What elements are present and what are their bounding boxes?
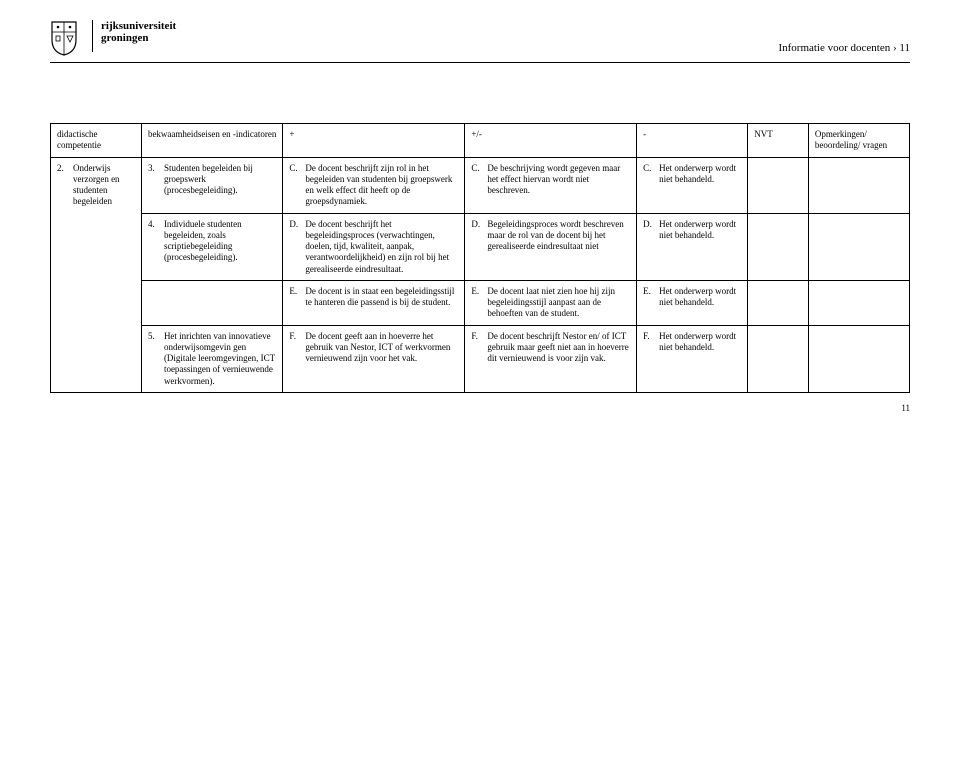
col-header-indicators: bekwaamheidseisen en -indicatoren [141, 124, 282, 158]
rubric-table: didactische competentie bekwaamheidseise… [50, 123, 910, 393]
minus-cell: E. Het onderwerp wordt niet behandeld. [637, 280, 748, 325]
header-page-info: Informatie voor docenten › 11 [778, 42, 910, 56]
nvt-cell [748, 213, 809, 280]
nvt-cell [748, 157, 809, 213]
minus-cell: C. Het onderwerp wordt niet behandeld. [637, 157, 748, 213]
competence-cell: 2. Onderwijs verzorgen en studenten bege… [51, 157, 142, 392]
plus-marker: D. [289, 219, 301, 275]
indicator-text: Individuele studenten begeleiden, zoals … [164, 219, 276, 264]
minus-cell: D. Het onderwerp wordt niet behandeld. [637, 213, 748, 280]
pm-text: De docent beschrijft Nestor en/ of ICT g… [487, 331, 630, 365]
table-row: 4. Individuele studenten begeleiden, zoa… [51, 213, 910, 280]
col-header-plus: + [283, 124, 465, 158]
nvt-cell [748, 280, 809, 325]
pm-marker: E. [471, 286, 483, 320]
plus-marker: F. [289, 331, 301, 365]
min-text: Het onderwerp wordt niet behandeld. [659, 219, 741, 242]
indicator-text: Het inrichten van innovatieve onderwijso… [164, 331, 276, 387]
logo-divider [92, 20, 93, 52]
col-header-plusminus: +/- [465, 124, 637, 158]
table-row: 2. Onderwijs verzorgen en studenten bege… [51, 157, 910, 213]
col-header-remarks: Opmerkingen/ beoordeling/ vragen [808, 124, 909, 158]
page-header: rijksuniversiteit groningen Informatie v… [50, 20, 910, 63]
min-marker: C. [643, 163, 655, 186]
uni-name-line2: groningen [101, 32, 176, 44]
min-text: Het onderwerp wordt niet behandeld. [659, 331, 741, 354]
indicator-number: 4. [148, 219, 160, 264]
plus-cell: F. De docent geeft aan in hoeverre het g… [283, 325, 465, 392]
university-name: rijksuniversiteit groningen [101, 20, 176, 44]
plusminus-cell: C. De beschrijving wordt gegeven maar he… [465, 157, 637, 213]
remarks-cell [808, 325, 909, 392]
plusminus-cell: D. Begeleidingsproces wordt beschreven m… [465, 213, 637, 280]
indicator-number: 5. [148, 331, 160, 387]
col-header-nvt: NVT [748, 124, 809, 158]
min-text: Het onderwerp wordt niet behandeld. [659, 163, 741, 186]
min-marker: D. [643, 219, 655, 242]
table-row: E. De docent is in staat een begeleiding… [51, 280, 910, 325]
col-header-competence: didactische competentie [51, 124, 142, 158]
plus-cell: C. De docent beschrijft zijn rol in het … [283, 157, 465, 213]
indicator-cell: 3. Studenten begeleiden bij groepswerk (… [141, 157, 282, 213]
competence-text: Onderwijs verzorgen en studenten begelei… [73, 163, 135, 208]
indicator-text: Studenten begeleiden bij groepswerk (pro… [164, 163, 276, 197]
pm-text: De beschrijving wordt gegeven maar het e… [487, 163, 630, 197]
page: rijksuniversiteit groningen Informatie v… [0, 0, 960, 423]
plus-text: De docent geeft aan in hoeverre het gebr… [305, 331, 458, 365]
remarks-cell [808, 213, 909, 280]
min-marker: E. [643, 286, 655, 309]
minus-cell: F. Het onderwerp wordt niet behandeld. [637, 325, 748, 392]
plus-cell: D. De docent beschrijft het begeleidings… [283, 213, 465, 280]
remarks-cell [808, 157, 909, 213]
min-marker: F. [643, 331, 655, 354]
indicator-number: 3. [148, 163, 160, 197]
indicator-cell: 5. Het inrichten van innovatieve onderwi… [141, 325, 282, 392]
table-header-row: didactische competentie bekwaamheidseise… [51, 124, 910, 158]
plus-text: De docent beschrijft het begeleidingspro… [305, 219, 458, 275]
plus-marker: C. [289, 163, 301, 208]
pm-marker: D. [471, 219, 483, 253]
pm-text: De docent laat niet zien hoe hij zijn be… [487, 286, 630, 320]
remarks-cell [808, 280, 909, 325]
plus-cell: E. De docent is in staat een begeleiding… [283, 280, 465, 325]
page-number: 11 [901, 403, 910, 413]
min-text: Het onderwerp wordt niet behandeld. [659, 286, 741, 309]
col-header-minus: - [637, 124, 748, 158]
pm-marker: C. [471, 163, 483, 197]
plusminus-cell: E. De docent laat niet zien hoe hij zijn… [465, 280, 637, 325]
university-shield-icon [50, 20, 78, 56]
pm-marker: F. [471, 331, 483, 365]
nvt-cell [748, 325, 809, 392]
pm-text: Begeleidingsproces wordt beschreven maar… [487, 219, 630, 253]
table-row: 5. Het inrichten van innovatieve onderwi… [51, 325, 910, 392]
indicator-cell [141, 280, 282, 325]
indicator-cell: 4. Individuele studenten begeleiden, zoa… [141, 213, 282, 280]
plus-text: De docent beschrijft zijn rol in het beg… [305, 163, 458, 208]
plus-text: De docent is in staat een begeleidingsst… [305, 286, 458, 309]
uni-name-line1: rijksuniversiteit [101, 20, 176, 32]
plusminus-cell: F. De docent beschrijft Nestor en/ of IC… [465, 325, 637, 392]
plus-marker: E. [289, 286, 301, 309]
competence-number: 2. [57, 163, 69, 208]
